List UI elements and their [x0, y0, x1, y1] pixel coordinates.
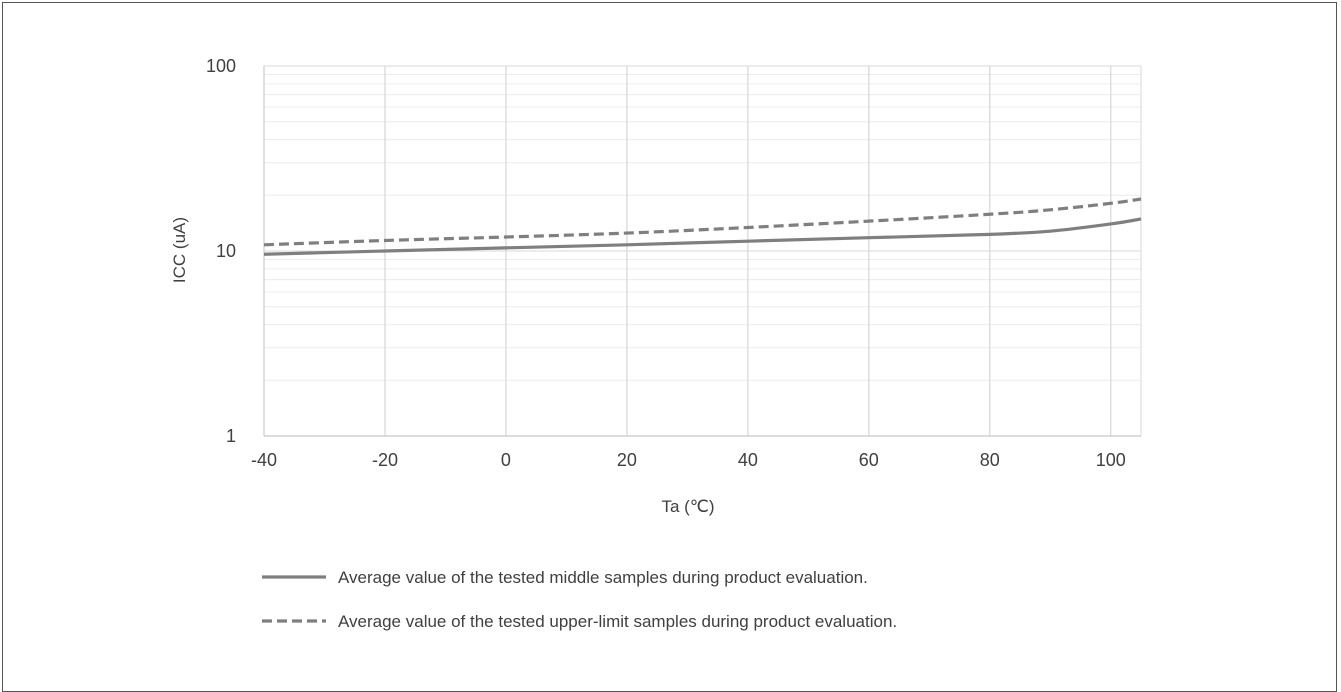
axes	[263, 66, 1141, 437]
series-line-upper-limit	[263, 197, 1142, 247]
legend-label-middle: Average value of the tested middle sampl…	[338, 568, 868, 587]
y-tick-labels: 1 10 100	[206, 56, 236, 446]
y-tick-label: 10	[216, 241, 236, 261]
series-line-middle	[263, 217, 1142, 256]
minor-gridlines	[264, 73, 1141, 381]
x-tick-label: 60	[859, 450, 879, 470]
x-axis-title: Ta (℃)	[661, 497, 714, 516]
y-tick-label: 100	[206, 56, 236, 76]
series-layer	[263, 197, 1142, 256]
x-tick-label: 0	[501, 450, 511, 470]
legend-label-upper-limit: Average value of the tested upper-limit …	[338, 612, 897, 631]
y-axis-title: ICC (uA)	[170, 217, 189, 283]
x-tick-label: 100	[1096, 450, 1126, 470]
x-tick-label: 40	[738, 450, 758, 470]
x-tick-label: 80	[980, 450, 1000, 470]
legend: Average value of the tested middle sampl…	[262, 568, 897, 631]
icc-vs-temperature-chart: -40 -20 0 20 40 60 80 100 1 10 100 Ta (℃) ICC (uA…	[170, 56, 1142, 631]
x-tick-label: -40	[251, 450, 277, 470]
x-tick-label: -20	[372, 450, 398, 470]
x-tick-labels: -40 -20 0 20 40 60 80 100	[251, 450, 1126, 470]
y-tick-label: 1	[226, 426, 236, 446]
x-tick-label: 20	[617, 450, 637, 470]
